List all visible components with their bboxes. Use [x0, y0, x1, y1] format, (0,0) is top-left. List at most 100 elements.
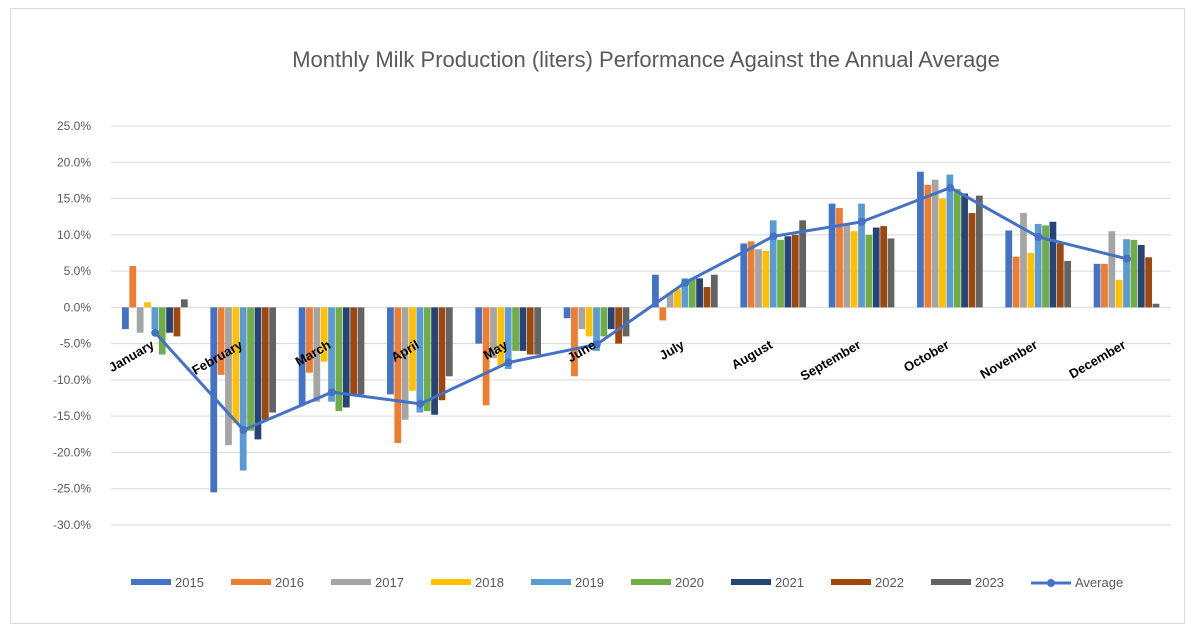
- legend-swatch-2016: [231, 579, 271, 585]
- bar-2020-january: [158, 307, 166, 355]
- y-tick-label: -25.0%: [53, 482, 91, 496]
- bar-2019-may: [504, 307, 512, 370]
- bar-2017-may: [490, 307, 497, 359]
- bar-2023-march: [357, 307, 365, 395]
- bar-2015-december: [1093, 263, 1101, 308]
- average-point-september: [857, 217, 866, 226]
- legend-swatch-2017: [331, 579, 371, 585]
- y-axis-ticks: 25.0% 20.0% 15.0% 10.0% 5.0% 0.0% -5.0% -10.0% -…: [53, 119, 91, 532]
- bar-2016-october: [924, 184, 932, 308]
- bar-2018-june: [585, 307, 593, 337]
- average-point-july: [681, 278, 690, 287]
- x-tick-label-august: August: [729, 337, 776, 373]
- y-tick-label: -10.0%: [53, 373, 91, 387]
- average-point-february: [239, 426, 248, 434]
- bar-2016-march: [306, 307, 313, 373]
- bar-2022-september: [880, 226, 887, 308]
- legend-label-2019: 2019: [575, 575, 604, 590]
- bar-2022-july: [703, 287, 711, 308]
- bar-2023-october: [975, 195, 983, 308]
- bar-2015-july: [652, 274, 659, 308]
- bar-2018-november: [1027, 252, 1035, 308]
- bar-2018-february: [232, 307, 240, 424]
- y-tick-label: -20.0%: [53, 445, 91, 459]
- bar-2015-october: [917, 171, 924, 308]
- bar-2018-may: [497, 307, 505, 366]
- legend-label-2018: 2018: [475, 575, 504, 590]
- bar-2015-april: [387, 307, 394, 395]
- legend-label-average: Average: [1075, 575, 1123, 590]
- legend-swatch-2023: [931, 579, 971, 585]
- bar-2020-june: [600, 307, 608, 337]
- bar-2016-august: [747, 241, 755, 308]
- bar-2023-february: [269, 307, 277, 413]
- bar-2017-august: [755, 249, 762, 308]
- bar-2020-april: [423, 307, 431, 412]
- bar-2021-september: [872, 227, 880, 308]
- bar-2017-july: [666, 292, 674, 308]
- legend-swatch-2021: [731, 579, 771, 585]
- legend-swatch-2018: [431, 579, 471, 585]
- legend-marker-average: [1047, 579, 1055, 587]
- y-tick-label: -5.0%: [60, 337, 92, 351]
- bar-2019-april: [416, 307, 424, 413]
- y-tick-label: 10.0%: [57, 228, 91, 242]
- bar-2019-july: [681, 278, 689, 308]
- bar-2021-may: [519, 307, 527, 351]
- legend-swatch-2020: [631, 579, 671, 585]
- bar-2021-october: [961, 193, 968, 308]
- legend-label-2015: 2015: [175, 575, 204, 590]
- bar-2022-october: [968, 213, 976, 308]
- y-tick-label: 5.0%: [64, 264, 92, 278]
- legend-label-2022: 2022: [875, 575, 904, 590]
- y-tick-label: 15.0%: [57, 192, 91, 206]
- bar-2023-december: [1152, 303, 1160, 308]
- bar-2020-may: [512, 307, 519, 351]
- bar-layer: [122, 171, 1160, 493]
- bar-2018-january: [144, 302, 151, 308]
- bar-2017-april: [401, 307, 409, 420]
- average-point-august: [769, 232, 778, 241]
- bar-2023-may: [534, 307, 542, 355]
- bar-2023-july: [710, 274, 718, 308]
- bar-2022-march: [350, 307, 357, 395]
- bar-2022-january: [173, 307, 181, 337]
- average-line: [154, 186, 1128, 432]
- bar-2023-august: [799, 220, 807, 308]
- y-tick-label: -30.0%: [53, 518, 91, 532]
- y-tick-label: -15.0%: [53, 409, 91, 423]
- bar-2016-april: [394, 307, 402, 444]
- average-point-april: [416, 399, 425, 408]
- bar-2016-june: [571, 307, 578, 377]
- bar-2015-march: [298, 307, 306, 406]
- legend-swatch-2022: [831, 579, 871, 585]
- bar-2018-december: [1115, 279, 1123, 308]
- bar-2022-may: [526, 307, 534, 355]
- legend-label-2023: 2023: [975, 575, 1004, 590]
- x-tick-label-july: July: [657, 337, 688, 363]
- bar-2017-february: [225, 307, 232, 446]
- bar-2021-august: [784, 236, 792, 308]
- bar-2020-august: [777, 239, 784, 308]
- bar-2017-september: [843, 223, 851, 308]
- bar-2019-january: [151, 307, 159, 330]
- bar-2019-march: [328, 307, 335, 402]
- bar-2020-september: [865, 234, 873, 308]
- bar-2018-july: [674, 289, 681, 308]
- bar-2017-january: [136, 307, 144, 333]
- bar-2022-november: [1056, 243, 1064, 308]
- average-point-december: [1122, 254, 1131, 263]
- chart-frame: Monthly Milk Production (liters) Perform…: [10, 8, 1185, 624]
- legend: 2015 2016 2017 2018 2019 2020 2021 2022 2023 Aver…: [131, 575, 1123, 590]
- average-point-january: [151, 328, 160, 337]
- bar-2015-august: [740, 243, 748, 308]
- bar-2015-june: [563, 307, 571, 319]
- bar-2017-october: [931, 179, 939, 308]
- bar-2020-december: [1130, 239, 1138, 308]
- bar-2018-september: [850, 231, 858, 308]
- chart-svg: Monthly Milk Production (liters) Perform…: [53, 47, 1171, 590]
- bar-2016-december: [1101, 263, 1108, 308]
- bar-2023-june: [622, 307, 630, 337]
- legend-label-2020: 2020: [675, 575, 704, 590]
- bar-2020-november: [1042, 225, 1049, 308]
